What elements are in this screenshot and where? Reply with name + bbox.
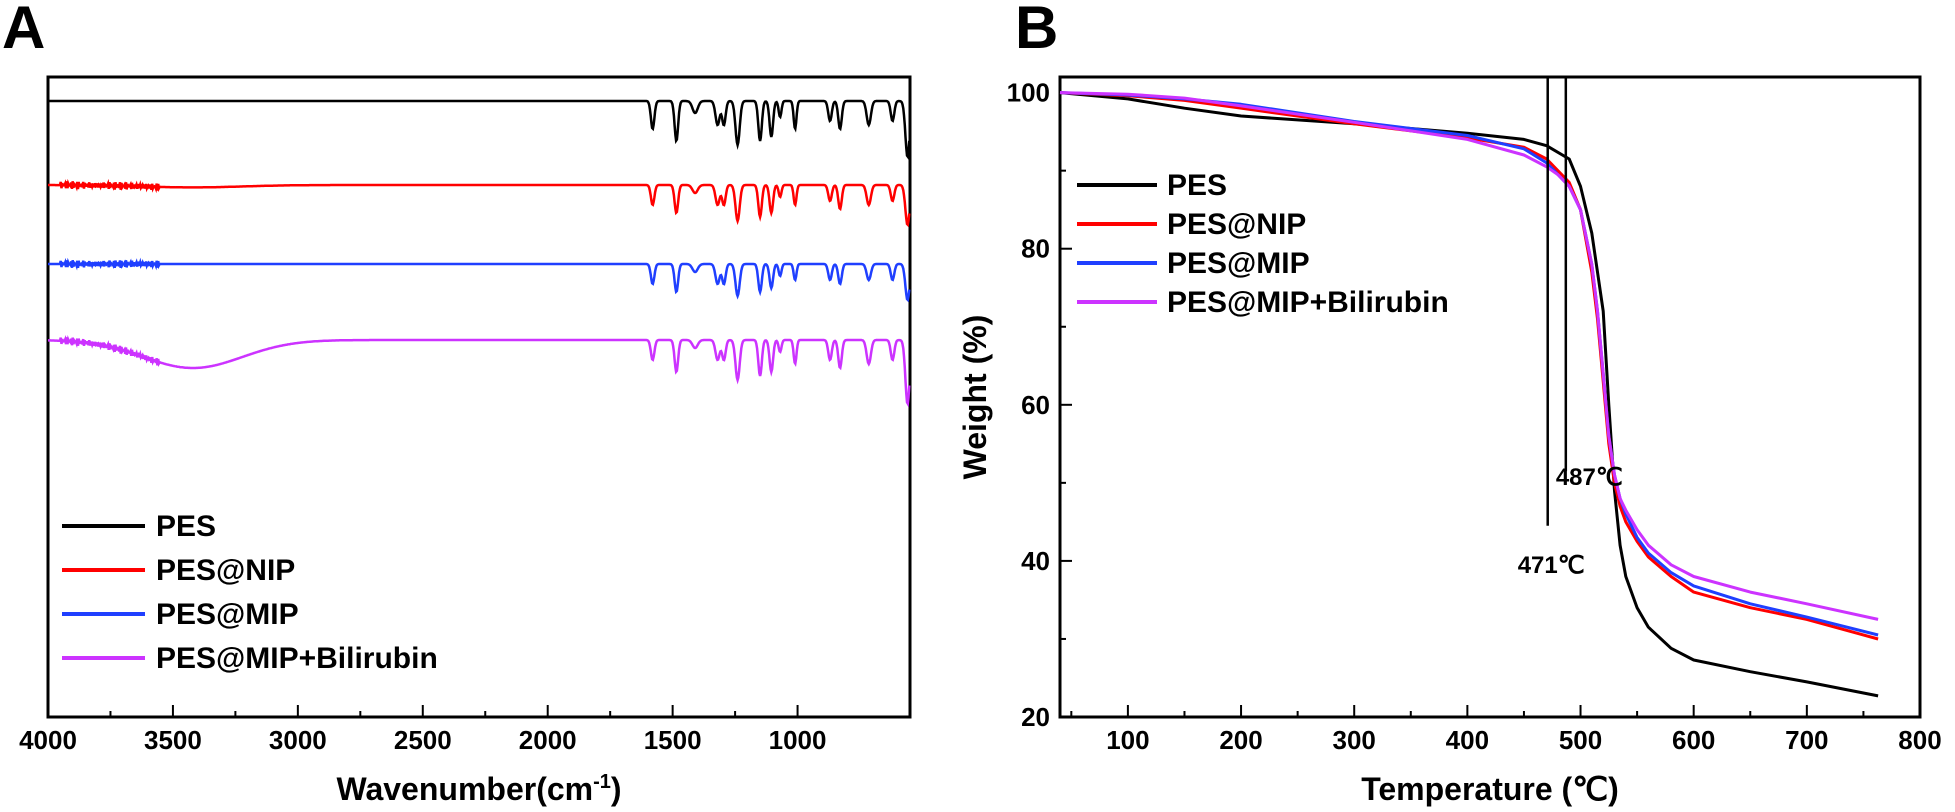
panel-b-x-axis-title: Temperature (℃) [1361,771,1619,807]
panel-b-frame [1058,75,1922,719]
panel-a-series-pes-mip [48,257,911,303]
panel-a-legend-label: PES@MIP [156,598,299,631]
panel-b-y-tick-label: 40 [1021,546,1050,576]
panel-b-legend-label: PES@MIP [1167,247,1310,280]
panel-a-chart: 4000 3500 3000 2500 2000 1500 1000 PES PES@NIP P… [19,75,912,807]
panel-b-y-tick-label: 60 [1021,390,1050,420]
panel-b-series-pes-mip-bilirubin [1059,91,1879,621]
panel-b-legend-label: PES@NIP [1167,208,1306,241]
panel-b-chart: 100 200 300 400 500 600 700 800 20 40 60 80 100 471℃… [957,75,1942,807]
panel-a-series-pes [48,99,911,160]
panel-a-x-tick-label: 1000 [769,725,827,755]
panel-a-legend-label: PES@NIP [156,554,295,587]
panel-b-legend-label: PES@MIP+Bilirubin [1167,286,1449,319]
panel-a-series-pes-nip [48,178,911,228]
panel-b-y-tick-label: 20 [1021,702,1050,732]
panel-b-x-tick-label: 300 [1333,725,1376,755]
panel-b-onset-label: 471℃ [1518,552,1585,579]
panel-b-onset-label: 487℃ [1556,464,1623,491]
panel-b-x-tick-label: 200 [1219,725,1262,755]
panel-a-x-tick-label: 1500 [644,725,702,755]
panel-b-x-tick-label: 700 [1785,725,1828,755]
panel-a-letter: A [2,0,45,61]
panel-b-x-tick-label: 100 [1106,725,1149,755]
panel-b-letter: B [1015,0,1058,61]
panel-a-series-pes-mip-bilirubin [48,335,911,408]
panel-a-x-tick-label: 2000 [519,725,577,755]
panel-a-x-tick-label: 2500 [394,725,452,755]
panel-a-legend-label: PES [156,510,216,543]
panel-b-x-tick-label: 800 [1898,725,1941,755]
panel-b-series-pes [1059,91,1879,698]
panel-a-legend-label: PES@MIP+Bilirubin [156,642,438,675]
panel-b-x-tick-label: 500 [1559,725,1602,755]
panel-a-x-axis-title: Wavenumber(cm-1) [336,771,621,807]
panel-b-y-tick-label: 100 [1007,78,1050,108]
panel-a-x-tick-label: 3500 [144,725,202,755]
panel-b-legend-label: PES [1167,169,1227,202]
panel-a-frame [46,75,912,719]
panel-b-x-tick-label: 600 [1672,725,1715,755]
panel-b-y-axis-title: Weight (%) [957,315,993,480]
panel-b-x-tick-label: 400 [1446,725,1489,755]
panel-b-y-tick-label: 80 [1021,234,1050,264]
panel-a-x-tick-label: 3000 [269,725,327,755]
panel-a-x-tick-label: 4000 [19,725,77,755]
